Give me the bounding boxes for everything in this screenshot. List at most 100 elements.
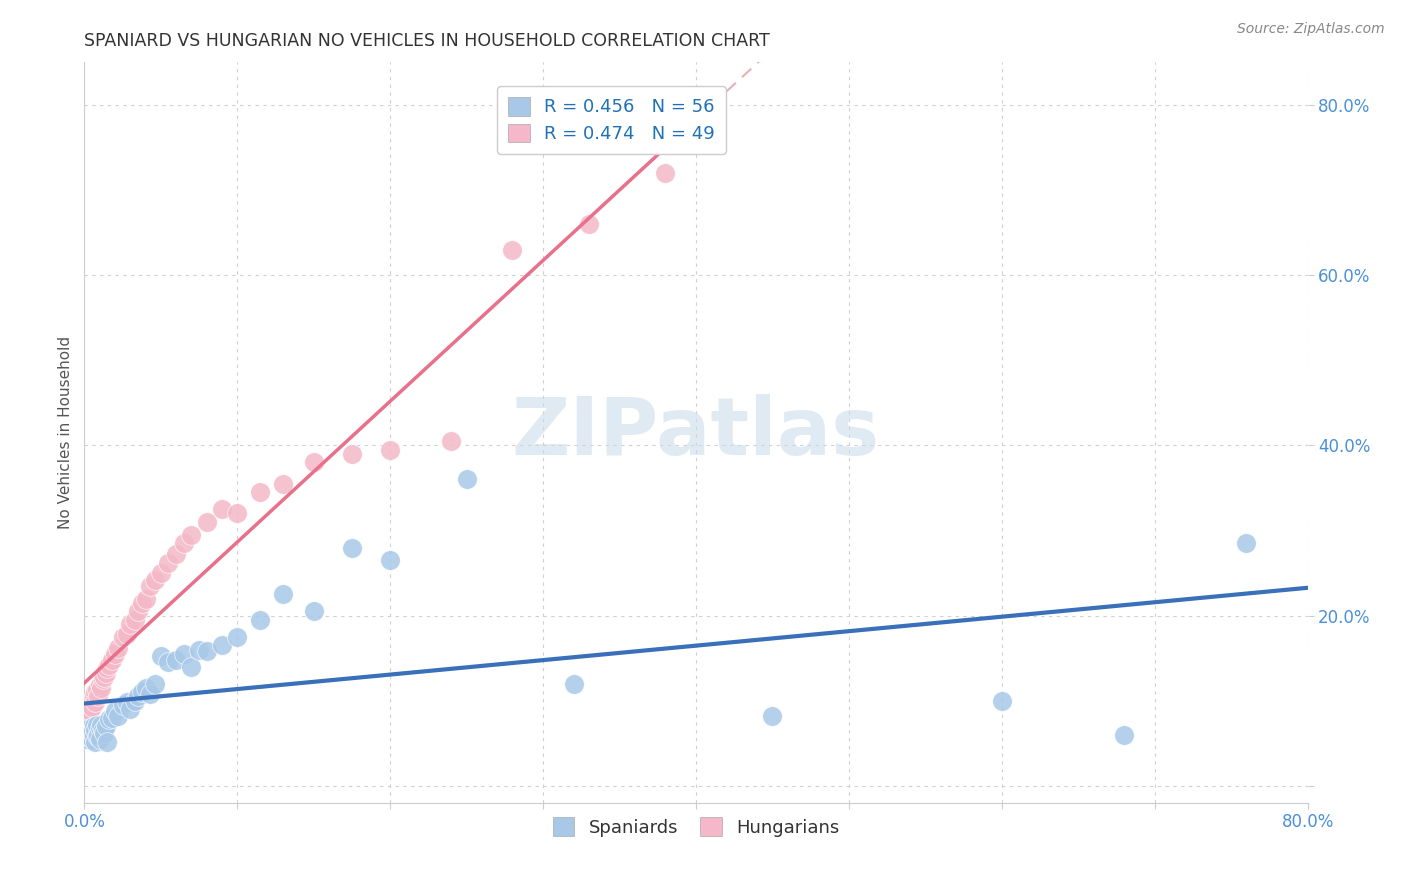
Point xyxy=(79,698,101,712)
Point xyxy=(97,713,120,727)
Point xyxy=(124,694,146,708)
Point xyxy=(79,704,101,718)
Point xyxy=(80,731,103,746)
Point xyxy=(1114,728,1136,742)
Point xyxy=(143,573,166,587)
Point xyxy=(96,661,118,675)
Point xyxy=(96,734,118,748)
Point xyxy=(127,690,149,704)
Point xyxy=(340,447,363,461)
Point xyxy=(94,666,117,681)
Point xyxy=(80,700,103,714)
Point xyxy=(440,434,463,449)
Point xyxy=(76,728,98,742)
Point xyxy=(340,541,363,555)
Point xyxy=(83,690,105,704)
Point xyxy=(107,640,129,655)
Point xyxy=(173,536,195,550)
Point xyxy=(139,687,162,701)
Point xyxy=(120,702,142,716)
Point xyxy=(654,166,676,180)
Point xyxy=(226,630,249,644)
Point xyxy=(80,694,103,708)
Point xyxy=(120,617,142,632)
Point xyxy=(76,730,98,744)
Point xyxy=(101,653,124,667)
Point xyxy=(93,726,115,740)
Point xyxy=(195,515,218,529)
Point xyxy=(111,630,134,644)
Text: SPANIARD VS HUNGARIAN NO VEHICLES IN HOUSEHOLD CORRELATION CHART: SPANIARD VS HUNGARIAN NO VEHICLES IN HOU… xyxy=(84,32,770,50)
Text: ZIPatlas: ZIPatlas xyxy=(512,393,880,472)
Point xyxy=(89,731,111,746)
Point xyxy=(195,644,218,658)
Point xyxy=(380,553,402,567)
Point xyxy=(77,723,100,738)
Point xyxy=(87,728,110,742)
Point xyxy=(249,485,271,500)
Point xyxy=(157,656,180,670)
Point xyxy=(107,709,129,723)
Point xyxy=(84,723,107,738)
Point xyxy=(115,627,138,641)
Point xyxy=(77,709,100,723)
Point xyxy=(135,681,157,695)
Legend: Spaniards, Hungarians: Spaniards, Hungarians xyxy=(544,808,848,846)
Point xyxy=(90,681,112,695)
Point xyxy=(761,709,783,723)
Point xyxy=(249,613,271,627)
Point xyxy=(80,725,103,739)
Point xyxy=(991,694,1014,708)
Point xyxy=(79,728,101,742)
Point xyxy=(93,670,115,684)
Point xyxy=(89,678,111,692)
Point xyxy=(131,596,153,610)
Point xyxy=(165,547,187,561)
Point xyxy=(86,730,108,744)
Point xyxy=(87,690,110,704)
Point xyxy=(226,507,249,521)
Point xyxy=(380,442,402,457)
Point xyxy=(124,613,146,627)
Point xyxy=(173,647,195,661)
Point xyxy=(149,649,172,664)
Point xyxy=(139,579,162,593)
Point xyxy=(94,719,117,733)
Point xyxy=(271,476,294,491)
Y-axis label: No Vehicles in Household: No Vehicles in Household xyxy=(58,336,73,529)
Point xyxy=(77,726,100,740)
Point xyxy=(104,704,127,718)
Point xyxy=(180,659,202,673)
Point xyxy=(79,721,101,735)
Point xyxy=(84,695,107,709)
Point xyxy=(84,685,107,699)
Point xyxy=(101,711,124,725)
Point xyxy=(86,717,108,731)
Point xyxy=(89,721,111,735)
Point xyxy=(135,591,157,606)
Point xyxy=(83,719,105,733)
Point xyxy=(149,566,172,580)
Point xyxy=(211,502,233,516)
Point xyxy=(84,734,107,748)
Point xyxy=(1236,536,1258,550)
Point xyxy=(578,217,600,231)
Point xyxy=(76,706,98,721)
Point xyxy=(302,455,325,469)
Point xyxy=(127,604,149,618)
Point xyxy=(115,695,138,709)
Point xyxy=(111,698,134,712)
Point xyxy=(131,685,153,699)
Point xyxy=(502,243,524,257)
Text: Source: ZipAtlas.com: Source: ZipAtlas.com xyxy=(1237,22,1385,37)
Point xyxy=(271,587,294,601)
Point xyxy=(302,604,325,618)
Point xyxy=(83,730,105,744)
Point xyxy=(77,702,100,716)
Point xyxy=(90,717,112,731)
Point xyxy=(456,472,478,486)
Point xyxy=(75,713,97,727)
Point xyxy=(104,647,127,661)
Point xyxy=(157,556,180,570)
Point xyxy=(97,657,120,672)
